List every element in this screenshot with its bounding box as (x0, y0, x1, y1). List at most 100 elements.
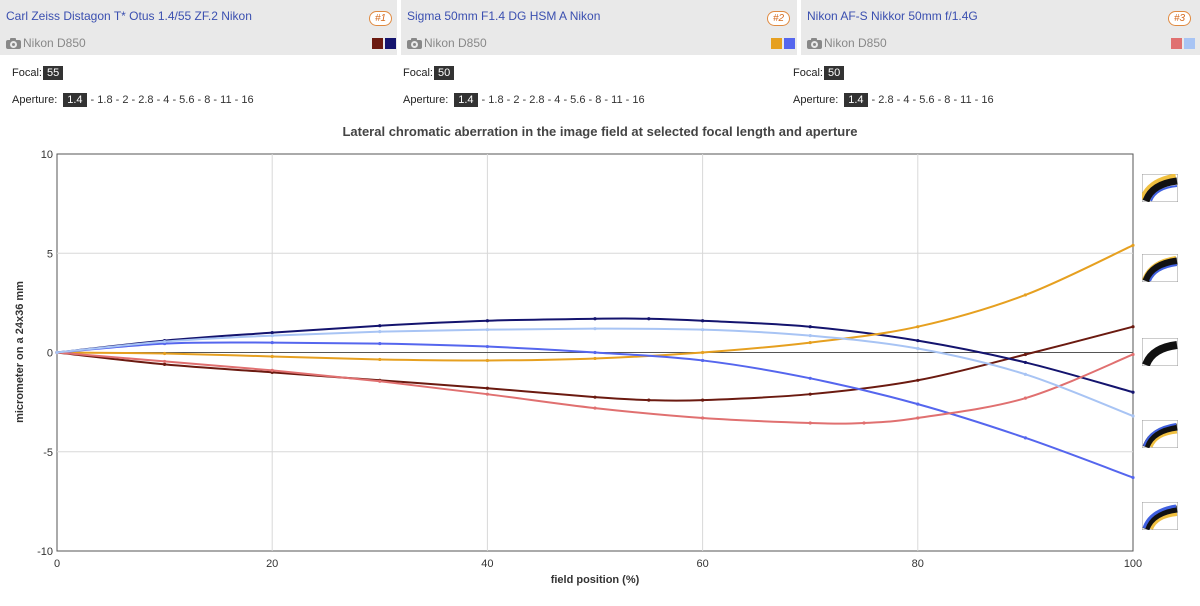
series-line-2 (56, 317, 1134, 394)
ca-sample-thumbnail-2[interactable] (1142, 254, 1178, 282)
series-point-6 (163, 339, 167, 344)
lens-badge-3[interactable]: #3 (1168, 11, 1192, 26)
y-tick-label: -5 (43, 447, 53, 459)
series-point-5 (270, 368, 274, 372)
lens-panel-1: Carl Zeiss Distagon T* Otus 1.4/55 ZF.2 … (0, 0, 397, 55)
aperture-options-1[interactable]: - 1.8 - 2 - 2.8 - 4 - 5.6 - 8 - 11 - 16 (90, 94, 254, 106)
aperture-value-1[interactable]: 1.4 (63, 93, 87, 107)
series-point-3 (485, 358, 489, 363)
y-tick-label: 5 (47, 248, 53, 260)
series-point-2 (808, 325, 812, 329)
axis-ticks: 0 20 40 60 80 100 -10 -5 0 5 10 (37, 149, 1142, 570)
focal-value-1[interactable]: 55 (42, 66, 64, 80)
series-point-3 (701, 350, 705, 355)
focal-label: Focal: (12, 67, 42, 79)
y-tick-label: -10 (37, 546, 53, 558)
swatch-1a (372, 38, 383, 49)
series-line-5 (56, 351, 1134, 425)
series-point-6 (1023, 372, 1027, 376)
series-point-2 (593, 317, 597, 321)
lens-badge-2[interactable]: #2 (767, 11, 791, 26)
camera-row-2: Nikon D850 (407, 36, 487, 50)
series-point-4 (916, 402, 920, 406)
series-point-2 (270, 331, 274, 335)
series-point-5 (808, 421, 812, 425)
ca-sample-thumbnail-4[interactable] (1142, 420, 1178, 448)
series-point-2 (378, 324, 382, 328)
series-point-1 (485, 386, 489, 390)
series-point-2 (916, 338, 920, 343)
series-point-6 (808, 334, 812, 338)
aperture-label: Aperture: (793, 94, 839, 106)
camera-icon (6, 37, 21, 49)
series-point-3 (916, 325, 920, 329)
series-point-5 (862, 421, 866, 425)
color-swatches-1 (372, 38, 396, 49)
series-point-3 (593, 356, 597, 361)
series-point-2 (647, 317, 651, 321)
series-point-6 (485, 328, 489, 332)
series-point-2 (485, 319, 489, 323)
series-point-5 (163, 359, 167, 364)
ca-sample-thumbnail-1[interactable] (1142, 174, 1178, 202)
series-point-5 (701, 416, 705, 420)
lens-controls-3: Focal: 50 Aperture: 1.4 - 2.8 - 4 - 5.6 - … (793, 64, 994, 118)
lens-badge-1[interactable]: #1 (369, 11, 393, 26)
series-point-4 (485, 344, 489, 349)
camera-row-1: Nikon D850 (6, 36, 86, 50)
series-point-3 (1023, 293, 1027, 297)
series-point-1 (593, 395, 597, 399)
swatch-1b (385, 38, 396, 49)
focal-label: Focal: (403, 67, 433, 79)
camera-name-3: Nikon D850 (824, 36, 887, 50)
lens-panel-2: Sigma 50mm F1.4 DG HSM A Nikon #2 Nikon … (401, 0, 797, 55)
lens-name-2[interactable]: Sigma 50mm F1.4 DG HSM A Nikon (407, 9, 601, 23)
ca-sample-thumbnail-5[interactable] (1142, 502, 1178, 530)
camera-icon (807, 37, 822, 49)
series-lines (55, 243, 1135, 480)
ca-sample-thumbnail-3[interactable] (1142, 338, 1178, 366)
series-point-3 (808, 340, 812, 345)
series-point-6 (916, 346, 920, 351)
series-point-1 (647, 398, 651, 402)
lens-name-3[interactable]: Nikon AF-S Nikkor 50mm f/1.4G (807, 9, 978, 23)
color-swatches-3 (1171, 38, 1195, 49)
lens-name-1[interactable]: Carl Zeiss Distagon T* Otus 1.4/55 ZF.2 … (6, 9, 252, 23)
series-point-3 (163, 351, 167, 356)
lens-controls-2: Focal: 50 Aperture: 1.4 - 1.8 - 2 - 2.8 - … (403, 64, 645, 118)
series-point-6 (378, 330, 382, 334)
series-point-4 (593, 350, 597, 355)
series-point-1 (1023, 352, 1027, 357)
series-point-3 (378, 357, 382, 362)
lens-controls-1: Focal: 55 Aperture: 1.4 - 1.8 - 2 - 2.8 - … (12, 64, 254, 118)
series-point-5 (916, 416, 920, 420)
focal-value-2[interactable]: 50 (433, 66, 455, 80)
series-point-6 (593, 327, 597, 331)
aperture-options-3[interactable]: - 2.8 - 4 - 5.6 - 8 - 11 - 16 (871, 94, 994, 106)
chart-title: Lateral chromatic aberration in the imag… (342, 124, 858, 139)
aperture-options-2[interactable]: - 1.8 - 2 - 2.8 - 4 - 5.6 - 8 - 11 - 16 (481, 94, 645, 106)
series-point-2 (701, 319, 705, 323)
series-point-6 (55, 350, 59, 355)
series-point-4 (808, 376, 812, 380)
series-point-1 (701, 398, 705, 402)
series-line-1 (56, 325, 1134, 402)
x-tick-label: 40 (481, 558, 493, 570)
focal-value-3[interactable]: 50 (823, 66, 845, 80)
aperture-value-2[interactable]: 1.4 (454, 93, 478, 107)
aperture-value-3[interactable]: 1.4 (844, 93, 868, 107)
aperture-label: Aperture: (403, 94, 449, 106)
ca-chart: 0 20 40 60 80 100 -10 -5 0 5 10 field position (%)… (14, 149, 1142, 586)
series-point-4 (270, 340, 274, 345)
series-point-3 (270, 354, 274, 359)
color-swatches-2 (771, 38, 795, 49)
series-point-6 (701, 328, 705, 332)
series-point-2 (1131, 390, 1135, 394)
series-point-6 (270, 334, 274, 338)
y-tick-label: 0 (47, 348, 53, 360)
camera-name-2: Nikon D850 (424, 36, 487, 50)
x-tick-label: 60 (696, 558, 708, 570)
x-axis-label: field position (%) (551, 574, 640, 586)
lens-panel-3: Nikon AF-S Nikkor 50mm f/1.4G #3 Nikon D… (801, 0, 1200, 55)
x-tick-label: 20 (266, 558, 278, 570)
